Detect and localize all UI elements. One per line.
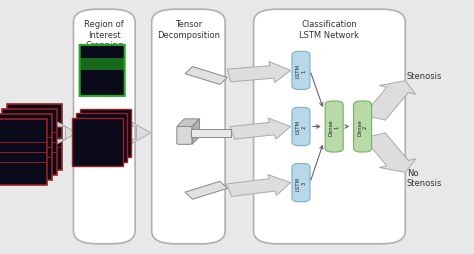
- Text: LSTM
2: LSTM 2: [296, 120, 306, 134]
- FancyBboxPatch shape: [325, 102, 343, 152]
- Polygon shape: [364, 133, 416, 173]
- FancyBboxPatch shape: [292, 164, 310, 202]
- Text: Dense
2: Dense 2: [357, 119, 368, 135]
- Polygon shape: [364, 81, 416, 121]
- Bar: [72, 118, 123, 167]
- Text: LSTM
3: LSTM 3: [296, 176, 306, 190]
- FancyBboxPatch shape: [354, 102, 372, 152]
- Polygon shape: [58, 123, 77, 144]
- Polygon shape: [227, 62, 291, 83]
- Bar: [76, 114, 127, 162]
- Polygon shape: [132, 123, 151, 144]
- Text: Dense
1: Dense 1: [329, 119, 339, 135]
- Bar: [7, 104, 62, 170]
- Polygon shape: [192, 119, 200, 145]
- Text: Tensor
Decomposition: Tensor Decomposition: [157, 20, 220, 40]
- Text: Classification
LSTM Network: Classification LSTM Network: [300, 20, 359, 40]
- FancyBboxPatch shape: [177, 127, 192, 145]
- Polygon shape: [230, 119, 291, 139]
- Bar: [80, 109, 131, 157]
- Bar: [80, 58, 125, 71]
- Bar: [2, 109, 57, 175]
- Bar: [0, 119, 47, 185]
- Polygon shape: [191, 129, 231, 137]
- FancyBboxPatch shape: [73, 10, 135, 244]
- Polygon shape: [226, 175, 291, 197]
- Polygon shape: [177, 119, 200, 127]
- FancyBboxPatch shape: [292, 108, 310, 146]
- Polygon shape: [185, 67, 228, 85]
- Polygon shape: [185, 182, 228, 199]
- FancyBboxPatch shape: [292, 52, 310, 90]
- FancyBboxPatch shape: [80, 46, 125, 97]
- FancyBboxPatch shape: [254, 10, 405, 244]
- Bar: [0, 114, 52, 180]
- Text: Stenosis: Stenosis: [407, 72, 442, 81]
- FancyBboxPatch shape: [152, 10, 225, 244]
- Text: No
Stenosis: No Stenosis: [407, 168, 442, 187]
- Text: Region of
Interest
Cropping: Region of Interest Cropping: [84, 20, 124, 50]
- Text: LSTM
1: LSTM 1: [296, 64, 306, 78]
